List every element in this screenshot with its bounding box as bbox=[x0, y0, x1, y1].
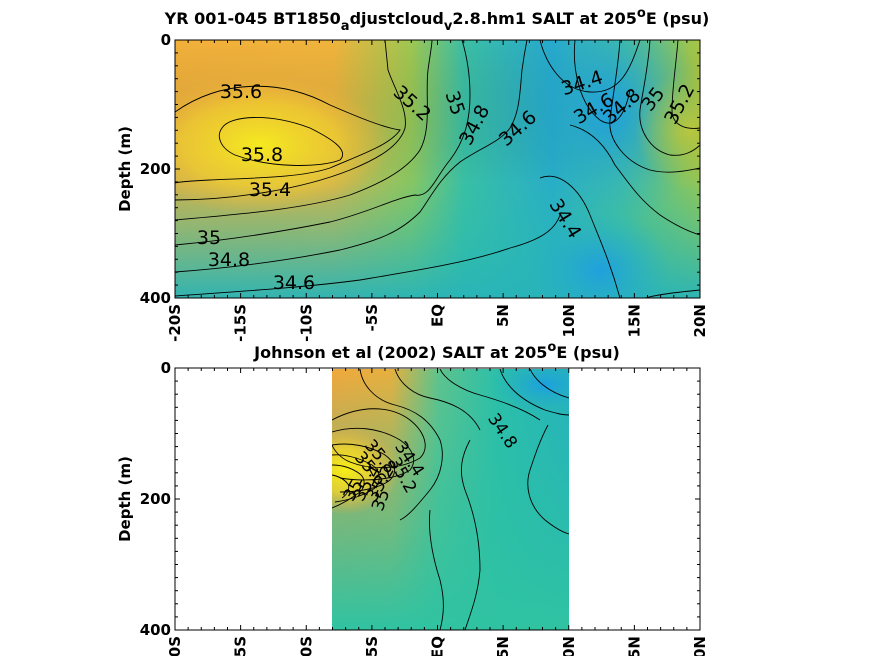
title-part: djustcloud bbox=[350, 9, 444, 28]
contour-label: 35.6 bbox=[220, 81, 262, 103]
bottom-y-axis-label: Depth (m) bbox=[116, 456, 134, 542]
title-part: YR 001-045 BT1850 bbox=[164, 9, 341, 28]
contour-label: 35.8 bbox=[241, 144, 283, 166]
x-tick-label: EQ bbox=[429, 636, 447, 656]
x-tick-label: -10S bbox=[297, 304, 315, 342]
x-tick-label: 15N bbox=[625, 304, 643, 337]
contour-label: 34.8 bbox=[208, 249, 250, 271]
title-part: 2.8.hm1 SALT at 205 bbox=[452, 9, 637, 28]
x-tick-label: 15N bbox=[625, 636, 643, 656]
x-tick-label: -20S bbox=[166, 304, 184, 342]
y-tick-label: 200 bbox=[140, 160, 171, 178]
title-part: a bbox=[341, 19, 350, 34]
title-part: o bbox=[637, 6, 646, 21]
contour-label: 35 bbox=[197, 227, 221, 249]
title-part: Johnson et al (2002) SALT at 205 bbox=[253, 343, 547, 362]
y-tick-label: 0 bbox=[161, 359, 171, 377]
y-tick-label: 400 bbox=[140, 621, 171, 639]
y-tick-label: 0 bbox=[161, 31, 171, 49]
title-part: v bbox=[444, 19, 453, 34]
x-tick-label: -5S bbox=[363, 304, 381, 331]
top-axes: -20S -15S -10S -5S EQ 5N 10N 15N 20N 0 200 400 bbox=[140, 31, 709, 342]
top-heatmap bbox=[175, 40, 700, 298]
title-part: o bbox=[547, 340, 556, 355]
contour-label: 34.6 bbox=[273, 272, 315, 294]
top-title: YR 001-045 BT1850adjustcloudv2.8.hm1 SAL… bbox=[164, 6, 710, 34]
bottom-axes: -20S -15S -10S -5S EQ 5N 10N 15N 20N 0 200 400 bbox=[140, 359, 709, 656]
y-tick-label: 400 bbox=[140, 289, 171, 307]
x-tick-label: 10N bbox=[560, 304, 578, 337]
x-tick-label: -5S bbox=[363, 636, 381, 656]
y-tick-label: 200 bbox=[140, 490, 171, 508]
x-tick-label: 5N bbox=[494, 636, 512, 656]
bottom-title: Johnson et al (2002) SALT at 205oE (psu) bbox=[253, 340, 620, 362]
top-panel: YR 001-045 BT1850adjustcloudv2.8.hm1 SAL… bbox=[116, 6, 710, 342]
bottom-heatmap bbox=[332, 369, 569, 630]
bottom-panel: Johnson et al (2002) SALT at 205oE (psu) bbox=[116, 340, 709, 656]
top-y-axis-label: Depth (m) bbox=[116, 126, 134, 212]
x-tick-label: 20N bbox=[691, 304, 709, 337]
x-tick-label: EQ bbox=[429, 304, 447, 327]
title-part: E (psu) bbox=[646, 9, 710, 28]
x-tick-label: 20N bbox=[691, 636, 709, 656]
x-tick-label: -15S bbox=[232, 636, 250, 656]
x-tick-label: -10S bbox=[297, 636, 315, 656]
bottom-contours bbox=[332, 369, 569, 630]
x-tick-label: -15S bbox=[232, 304, 250, 342]
title-part: E (psu) bbox=[556, 343, 620, 362]
top-contours bbox=[175, 40, 700, 298]
x-tick-label: 10N bbox=[560, 636, 578, 656]
contour-label: 35.4 bbox=[249, 179, 291, 201]
x-tick-label: 5N bbox=[494, 304, 512, 327]
x-tick-label: -20S bbox=[166, 636, 184, 656]
